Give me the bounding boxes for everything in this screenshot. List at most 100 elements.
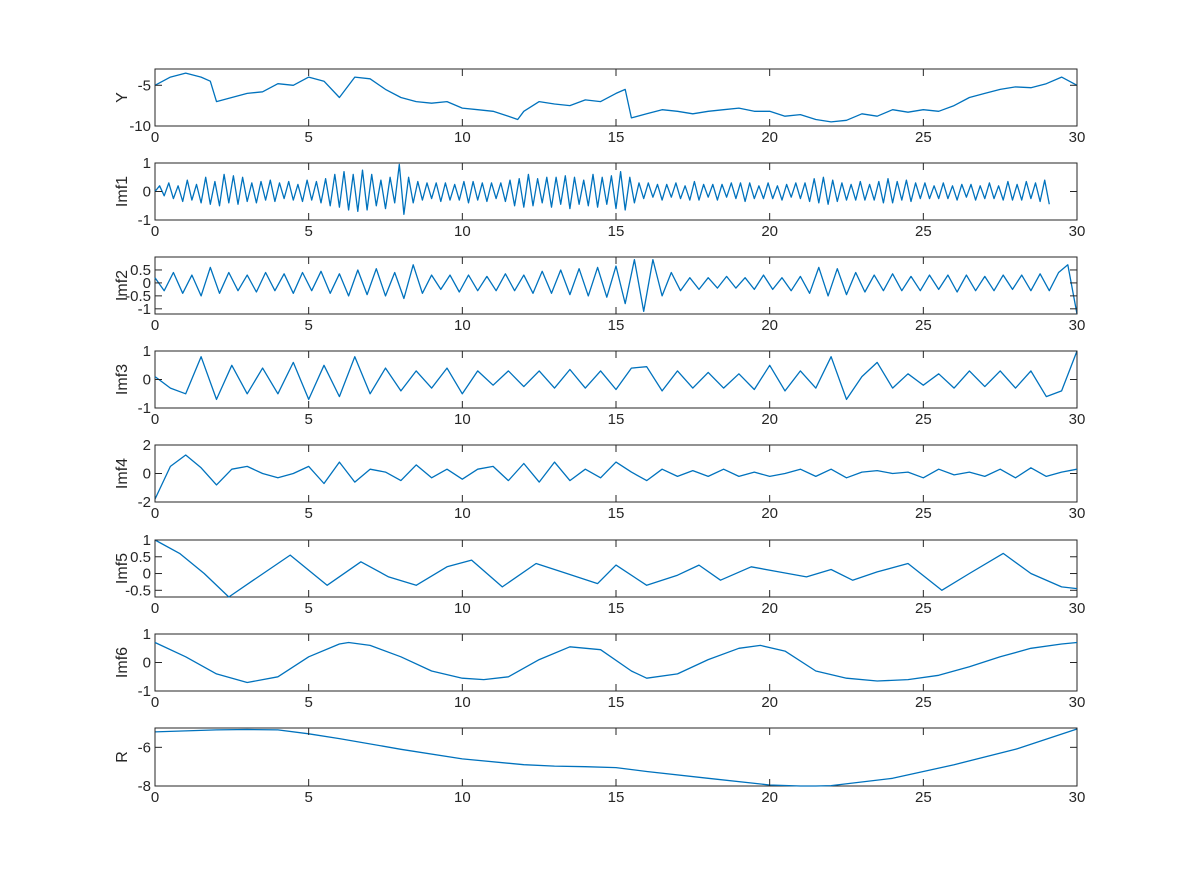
- axes-box: [154, 444, 1078, 503]
- y-tick-label: -1: [138, 212, 151, 229]
- x-tick-label: 25: [915, 129, 932, 146]
- y-tick-label: -0.5: [125, 582, 151, 599]
- x-tick-label: 5: [304, 223, 312, 240]
- x-tick-label: 0: [151, 317, 159, 334]
- axes-box: [154, 539, 1078, 598]
- x-tick-label: 5: [304, 789, 312, 806]
- y-axis-label: Imf4: [114, 458, 131, 489]
- y-tick-label: -1: [138, 301, 151, 318]
- series-line: [154, 539, 1078, 598]
- series-line: [154, 728, 1078, 787]
- y-tick-label: 1: [143, 155, 151, 172]
- x-tick-label: 15: [608, 411, 625, 428]
- y-tick-label: -6: [138, 739, 151, 756]
- x-tick-label: 30: [1069, 600, 1086, 617]
- x-tick-label: 0: [151, 789, 159, 806]
- y-axis-label: Imf3: [114, 364, 131, 395]
- y-axis-label: Imf6: [114, 647, 131, 678]
- x-tick-label: 0: [151, 129, 159, 146]
- x-tick-label: 20: [761, 129, 778, 146]
- series-line: [154, 454, 1078, 500]
- y-tick-label: 2: [143, 437, 151, 454]
- x-tick-label: 10: [454, 505, 471, 522]
- x-tick-label: 20: [761, 789, 778, 806]
- y-tick-label: 0: [143, 184, 151, 201]
- x-tick-label: 5: [304, 505, 312, 522]
- y-tick-label: 1: [143, 343, 151, 360]
- x-tick-label: 30: [1069, 223, 1086, 240]
- axes-box: [154, 727, 1078, 787]
- y-axis-label: Imf5: [114, 553, 131, 584]
- x-tick-label: 25: [915, 505, 932, 522]
- y-axis-label: Imf2: [114, 270, 131, 301]
- x-tick-label: 30: [1069, 411, 1086, 428]
- x-tick-label: 15: [608, 600, 625, 617]
- y-tick-label: -1: [138, 683, 151, 700]
- y-tick-label: 0: [143, 466, 151, 483]
- x-tick-label: 30: [1069, 789, 1086, 806]
- x-tick-label: 5: [304, 317, 312, 334]
- x-tick-label: 10: [454, 600, 471, 617]
- y-tick-label: 1: [143, 626, 151, 643]
- y-tick-label: 1: [143, 532, 151, 549]
- x-tick-label: 30: [1069, 694, 1086, 711]
- x-tick-label: 10: [454, 411, 471, 428]
- x-tick-label: 20: [761, 223, 778, 240]
- subplot-y: 0 5 10 15 20 25 30 -10 -5 Y: [114, 68, 1086, 146]
- series-line: [154, 72, 1078, 123]
- axes-box: [154, 350, 1078, 409]
- x-tick-label: 20: [761, 694, 778, 711]
- y-tick-label: 0: [143, 566, 151, 583]
- x-tick-label: 5: [304, 411, 312, 428]
- axes-box: [154, 162, 1078, 221]
- x-tick-label: 15: [608, 789, 625, 806]
- x-tick-label: 25: [915, 317, 932, 334]
- x-tick-label: 30: [1069, 129, 1086, 146]
- x-tick-label: 20: [761, 600, 778, 617]
- y-axis-label: Y: [114, 92, 131, 103]
- axes-box: [154, 68, 1078, 127]
- x-tick-label: 0: [151, 694, 159, 711]
- x-tick-label: 10: [454, 129, 471, 146]
- y-tick-label: 0: [143, 275, 151, 292]
- x-tick-label: 20: [761, 505, 778, 522]
- x-tick-label: 15: [608, 223, 625, 240]
- y-tick-label: -0.5: [125, 288, 151, 305]
- x-tick-label: 15: [608, 317, 625, 334]
- y-tick-label: 0.5: [130, 549, 151, 566]
- x-tick-label: 15: [608, 129, 625, 146]
- x-tick-label: 0: [151, 600, 159, 617]
- x-tick-label: 10: [454, 694, 471, 711]
- y-tick-label: 0: [143, 655, 151, 672]
- series-line: [154, 350, 1078, 401]
- series-line: [154, 641, 1078, 684]
- y-tick-label: -2: [138, 494, 151, 511]
- x-tick-label: 15: [608, 694, 625, 711]
- x-tick-label: 10: [454, 223, 471, 240]
- y-tick-label: 0: [143, 372, 151, 389]
- x-tick-label: 5: [304, 600, 312, 617]
- x-tick-label: 0: [151, 505, 159, 522]
- x-tick-label: 30: [1069, 505, 1086, 522]
- y-tick-label: -10: [129, 118, 151, 135]
- y-axis-label: Imf1: [114, 176, 131, 207]
- axes-box: [154, 633, 1078, 692]
- x-tick-label: 5: [304, 129, 312, 146]
- series-line: [154, 163, 1050, 215]
- subplot-r: 0 5 10 15 20 25 30 -8 -6 R: [114, 727, 1086, 806]
- series-line: [154, 258, 1078, 315]
- y-tick-label: 0.5: [130, 262, 151, 279]
- x-tick-label: 10: [454, 789, 471, 806]
- x-tick-label: 5: [304, 694, 312, 711]
- x-tick-label: 25: [915, 411, 932, 428]
- y-tick-label: -5: [138, 77, 151, 94]
- x-tick-label: 20: [761, 317, 778, 334]
- y-axis-label: R: [114, 751, 131, 763]
- x-tick-label: 15: [608, 505, 625, 522]
